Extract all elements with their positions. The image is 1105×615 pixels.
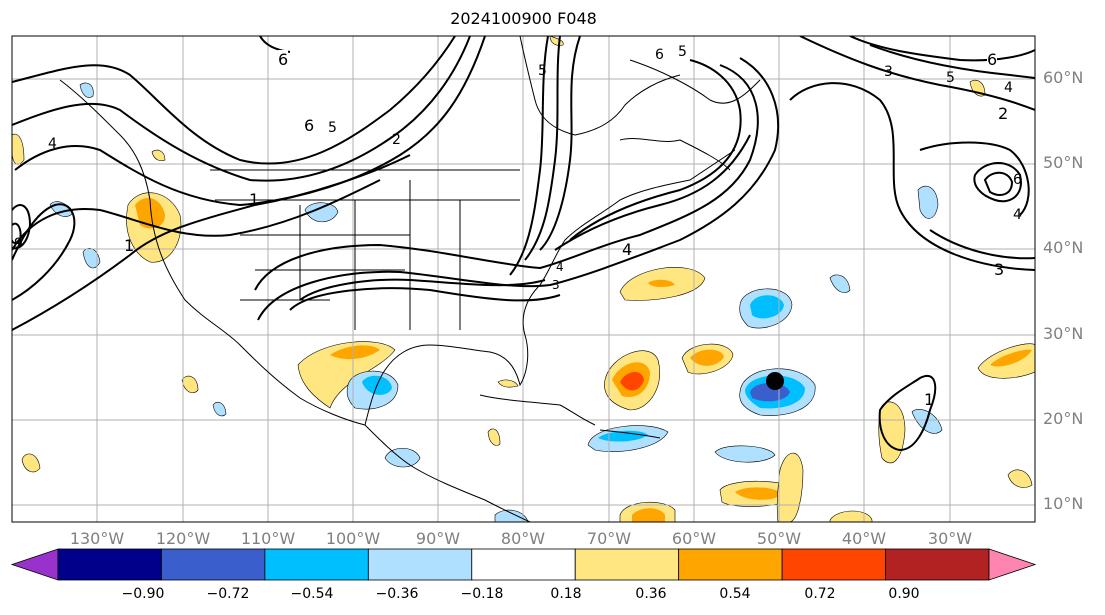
contour-lines — [12, 36, 1035, 452]
colorbar-tick: 0.90 — [888, 586, 920, 602]
contour-label: 9 — [14, 236, 23, 252]
anomaly-negative — [212, 401, 227, 417]
anomaly-negative — [494, 509, 529, 522]
contour-label: 2 — [392, 132, 401, 148]
colorbar-tick: −0.36 — [375, 586, 419, 602]
colorbar-segment — [57, 548, 162, 581]
contour-label: 4 — [1004, 80, 1013, 96]
lon-label: 80°W — [500, 529, 546, 548]
lon-label: 90°W — [415, 529, 461, 548]
colorbar-tick: 0.54 — [719, 586, 751, 602]
anomaly-positive — [549, 36, 564, 46]
contour-label: 2 — [998, 104, 1009, 123]
colorbar-segment — [678, 548, 783, 581]
anomaly-positive — [776, 452, 804, 522]
colorbar-segment — [161, 548, 266, 581]
contour-label: 1 — [249, 190, 260, 209]
lon-label: 130°W — [69, 529, 125, 548]
contour-label: 6 — [987, 50, 998, 69]
anomaly-positive — [990, 349, 1032, 367]
anomaly-positive — [620, 371, 644, 391]
contour-label: 3 — [552, 278, 560, 292]
contour-label: 5 — [538, 63, 547, 79]
anomaly-positive — [297, 341, 396, 409]
anomaly-positive — [181, 375, 199, 393]
anomaly-positive — [632, 508, 665, 522]
anomaly-positive — [151, 149, 166, 162]
anomaly-negative — [714, 445, 776, 463]
contour-label: 3 — [884, 64, 893, 80]
anomaly-negative — [829, 274, 851, 293]
anomaly-positive — [1007, 469, 1033, 488]
anomaly-positive — [487, 428, 501, 446]
lon-label: 70°W — [586, 529, 632, 548]
colorbar-segment — [781, 548, 886, 581]
colorbar-tick: −0.90 — [121, 586, 165, 602]
colorbar-tick: 0.18 — [550, 586, 582, 602]
colorbar — [10, 548, 1037, 581]
storm-center-marker — [766, 372, 784, 390]
lat-label: 60°N — [1043, 68, 1084, 87]
contour-label: 6 — [1013, 172, 1022, 188]
contour-label: 1 — [924, 390, 935, 409]
lon-label: 50°W — [756, 529, 802, 548]
contour-label: 4 — [622, 240, 633, 259]
lat-label: 10°N — [1043, 494, 1084, 513]
contour-label: 4 — [48, 136, 57, 152]
contour-label: 5 — [328, 120, 337, 136]
contour-label: 4 — [556, 260, 564, 274]
contour-label: 6 — [304, 116, 315, 135]
colorbar-tick: 0.72 — [804, 586, 836, 602]
lat-label: 40°N — [1043, 238, 1084, 257]
anomaly-positive — [330, 345, 380, 360]
anomaly-negative — [384, 447, 421, 468]
lon-label: 110°W — [240, 529, 296, 548]
contour-label: 3 — [994, 260, 1005, 279]
lon-label: 60°W — [671, 529, 717, 548]
coastlines — [59, 36, 761, 522]
anomaly-positive — [648, 279, 675, 288]
anomaly-positive — [690, 349, 724, 366]
colorbar-tick: 0.36 — [635, 586, 667, 602]
anomaly-positive — [135, 197, 165, 229]
anomaly-positive — [12, 133, 25, 165]
contour-label: 6 — [278, 50, 289, 69]
graticule — [12, 36, 1035, 522]
colorbar-tick: −0.54 — [290, 586, 334, 602]
lon-label: 120°W — [155, 529, 211, 548]
anomaly-positive — [829, 510, 873, 522]
contour-label: 5 — [678, 44, 687, 60]
anomaly-negative — [304, 202, 339, 223]
lon-label: 40°W — [841, 529, 887, 548]
colorbar-tick: −0.72 — [206, 586, 250, 602]
lon-label: 100°W — [325, 529, 381, 548]
colorbar-segment — [574, 548, 680, 581]
colorbar-segment — [264, 548, 369, 581]
anomaly-positive — [497, 379, 519, 388]
contour-label: 5 — [946, 70, 955, 86]
lat-label: 20°N — [1043, 409, 1084, 428]
colorbar-tick: −0.18 — [460, 586, 504, 602]
colorbar-extend-low — [10, 548, 59, 581]
anomaly-negative — [79, 82, 94, 98]
map-frame — [11, 35, 1036, 523]
colorbar-segment — [367, 548, 473, 581]
contour-label: 1 — [124, 236, 135, 255]
map-title: 2024100900 F048 — [450, 9, 597, 28]
anomaly-negative — [598, 430, 648, 442]
lat-label: 30°N — [1043, 324, 1084, 343]
anomaly-negative — [917, 185, 939, 219]
anomaly-negative — [750, 295, 784, 319]
anomaly-positive — [21, 453, 41, 473]
anomaly-positive — [735, 487, 782, 500]
lat-label: 50°N — [1043, 153, 1084, 172]
colorbar-segment — [471, 548, 576, 581]
anomaly-positive — [878, 401, 906, 464]
contour-label: 6 — [655, 47, 664, 63]
lon-label: 30°W — [927, 529, 973, 548]
contour-label: 4 — [1013, 207, 1022, 223]
colorbar-segment — [885, 548, 990, 581]
colorbar-extend-high — [988, 548, 1037, 581]
